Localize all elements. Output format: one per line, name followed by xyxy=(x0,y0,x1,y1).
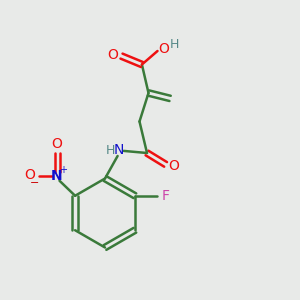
Text: O: O xyxy=(108,48,118,62)
Text: +: + xyxy=(59,165,67,175)
Text: O: O xyxy=(24,168,35,182)
Text: N: N xyxy=(113,143,124,157)
Text: N: N xyxy=(51,169,62,183)
Text: −: − xyxy=(30,178,40,188)
Text: O: O xyxy=(52,137,63,152)
Text: H: H xyxy=(106,143,115,157)
Text: O: O xyxy=(169,159,179,173)
Text: F: F xyxy=(162,189,170,203)
Text: O: O xyxy=(159,42,170,56)
Text: H: H xyxy=(169,38,179,51)
